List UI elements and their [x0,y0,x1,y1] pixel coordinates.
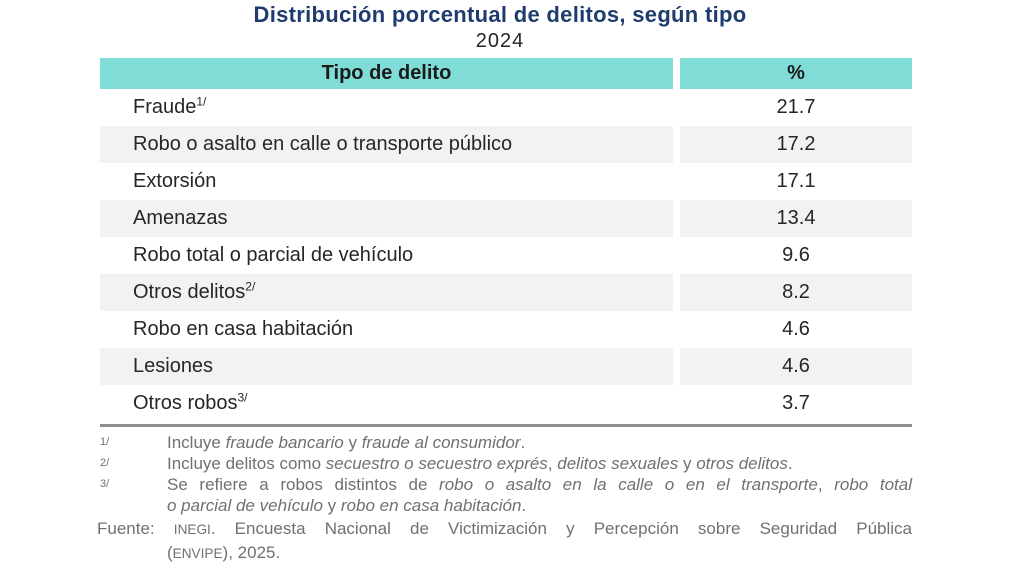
percent-cell: 4.6 [782,318,810,340]
table-row: Lesiones 4.6 [100,348,912,385]
crime-label: Robo o asalto en calle o transporte públ… [133,133,513,155]
crime-label: Robo en casa habitación [133,318,354,340]
footnote-text: Incluye delitos como secuestro o secuest… [167,454,793,473]
table-row: Otros robos3/ 3.7 [100,385,912,422]
table-row: Robo total o parcial de vehículo 9.6 [100,237,912,274]
table-row: Robo o asalto en calle o transporte públ… [100,126,912,163]
percent-cell: 17.2 [680,126,912,163]
table-row: Otros delitos2/ 8.2 [100,274,912,311]
footnote-marker: 2/ [100,457,110,469]
crime-distribution-table: Tipo de delito % Fraude1/ 21.7 Robo o as… [100,58,912,427]
crime-type-cell: Lesiones [100,348,673,385]
bottom-rule [100,424,912,427]
footnote-text: Incluye fraude bancario y fraude al cons… [167,433,526,452]
page-title: Distribución porcentual de delitos, segú… [253,2,747,27]
crime-type-cell: Amenazas [100,200,673,237]
table-header-row: Tipo de delito % [100,58,912,89]
crime-type-cell: Otros delitos2/ [100,274,673,311]
crime-label: Robo total o parcial de vehículo [133,244,414,266]
crime-label: Extorsión [133,170,217,192]
column-header-percent: % [680,58,912,89]
crime-label: Otros robos [133,392,238,414]
footnote-2: 2/ Incluye delitos como secuestro o secu… [97,453,912,474]
crime-label: Fraude [133,96,197,118]
percent-cell: 21.7 [776,96,816,118]
table-row: Fraude1/ 21.7 [100,89,912,126]
column-gutter [673,274,680,311]
crime-label: Otros delitos [133,281,246,303]
footnote-ref: 1/ [196,94,207,109]
footnote-marker: 3/ [100,478,110,490]
crime-label: Lesiones [133,355,214,377]
table-row: Extorsión 17.1 [100,163,912,200]
crime-type-cell: Fraude1/ [100,89,673,126]
footnote-ref: 2/ [245,279,256,294]
crime-type-cell: Robo o asalto en calle o transporte públ… [100,126,673,163]
footnote-3-line-2: o parcial de vehículo y robo en casa hab… [97,495,912,516]
crime-type-cell: Robo total o parcial de vehículo [100,237,673,274]
column-gutter [673,163,680,200]
column-gutter [673,126,680,163]
column-gutter [673,58,680,89]
table-row: Amenazas 13.4 [100,200,912,237]
footnote-ref: 3/ [237,390,248,405]
column-gutter [673,237,680,274]
footnote-3-line-1: 3/ Se refiere a robos distintos de robo … [97,474,912,495]
source-line-2: (ENVIPE), 2025. [167,543,281,562]
source-line-1: Fuente: INEGI. Encuesta Nacional de Vict… [97,519,912,538]
footnote-1: 1/ Incluye fraude bancario y fraude al c… [97,432,912,453]
column-gutter [673,89,680,126]
percent-cell: 17.1 [776,170,816,192]
footnote-text: Se refiere a robos distintos de robo o a… [167,475,912,494]
column-gutter [673,348,680,385]
figure-heading: Distribución porcentual de delitos, segú… [0,2,1000,54]
percent-cell: 8.2 [680,274,912,311]
footnote-text: o parcial de vehículo y robo en casa hab… [167,496,527,515]
crime-type-cell: Extorsión [100,163,673,200]
column-gutter [673,385,680,422]
percent-cell: 3.7 [782,392,810,414]
percent-cell: 9.6 [782,244,810,266]
subtitle-year: 2024 [475,30,525,52]
percent-cell: 4.6 [680,348,912,385]
percent-cell: 13.4 [680,200,912,237]
crime-type-cell: Robo en casa habitación [100,311,673,348]
crime-type-cell: Otros robos3/ [100,385,673,422]
column-gutter [673,200,680,237]
column-gutter [673,311,680,348]
table-row: Robo en casa habitación 4.6 [100,311,912,348]
footnote-marker: 1/ [100,436,110,448]
column-header-crime-type: Tipo de delito [100,58,673,89]
footnotes-section: 1/ Incluye fraude bancario y fraude al c… [97,432,912,565]
crime-label: Amenazas [133,207,228,229]
